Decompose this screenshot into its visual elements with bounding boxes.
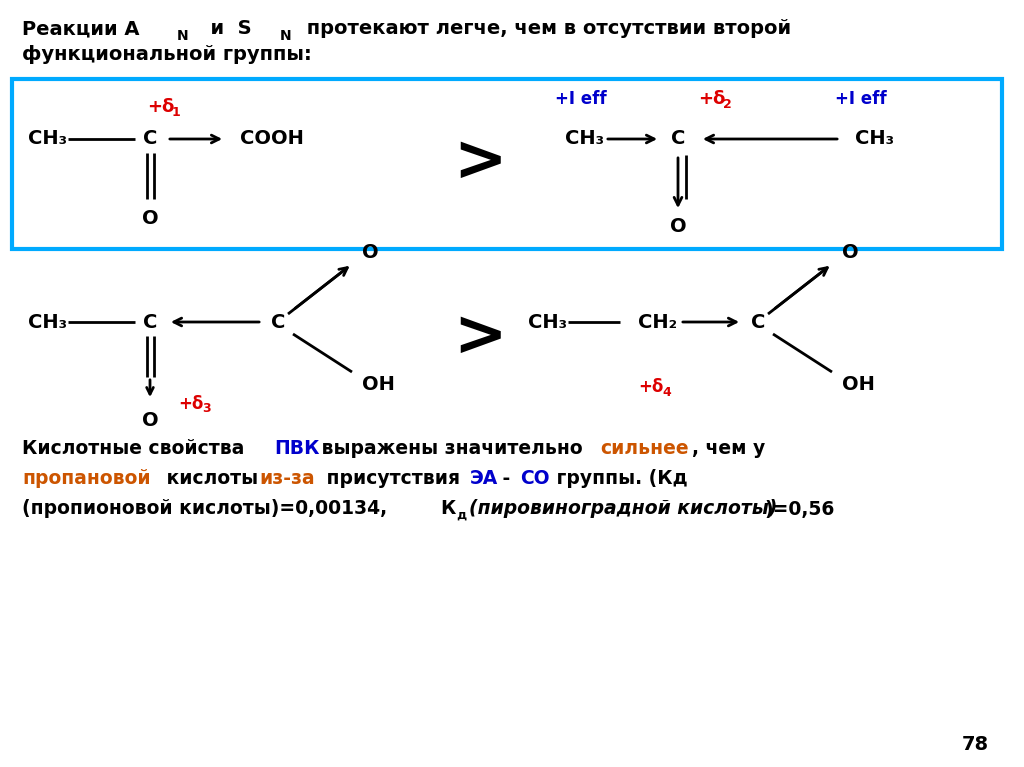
Text: 2: 2 [723, 98, 732, 111]
Text: 4: 4 [662, 386, 671, 399]
Text: CH₂: CH₂ [638, 312, 677, 331]
Text: +δ: +δ [698, 90, 725, 108]
Text: C: C [751, 312, 765, 331]
Text: >: > [454, 131, 507, 193]
Text: 78: 78 [962, 736, 988, 755]
Text: )=0,56: )=0,56 [764, 499, 835, 518]
Text: сильнее: сильнее [600, 439, 688, 459]
Text: протекают легче, чем в отсутствии второй: протекают легче, чем в отсутствии второй [300, 19, 792, 38]
Text: C: C [671, 130, 685, 149]
Text: функциональной группы:: функциональной группы: [22, 45, 311, 64]
Text: кислоты: кислоты [160, 469, 264, 489]
Text: COOH: COOH [240, 130, 304, 149]
Text: Кислотные свойства: Кислотные свойства [22, 439, 251, 459]
Text: +I eff: +I eff [555, 90, 606, 108]
Text: Реакции А: Реакции А [22, 19, 139, 38]
Text: CH₃: CH₃ [528, 312, 567, 331]
Text: 1: 1 [172, 106, 181, 118]
Text: К: К [440, 499, 456, 518]
Text: C: C [142, 312, 158, 331]
Text: и  S: и S [197, 19, 252, 38]
Text: OH: OH [362, 374, 395, 393]
Text: 3: 3 [202, 403, 211, 416]
Text: группы. (Кд: группы. (Кд [550, 469, 688, 489]
Text: O: O [842, 242, 859, 262]
Text: CH₃: CH₃ [855, 130, 894, 149]
Text: выражены значительно: выражены значительно [315, 439, 589, 459]
Text: ПВК: ПВК [274, 439, 319, 459]
Text: ЭА: ЭА [470, 469, 499, 489]
Text: N: N [177, 29, 188, 43]
Text: +δ: +δ [178, 395, 204, 413]
Text: +δ: +δ [147, 98, 174, 116]
Text: O: O [362, 242, 379, 262]
Text: +I eff: +I eff [835, 90, 887, 108]
Text: CH₃: CH₃ [565, 130, 604, 149]
Text: пропановой: пропановой [22, 469, 151, 489]
Text: C: C [270, 312, 286, 331]
Text: O: O [141, 410, 159, 430]
Text: +δ: +δ [638, 378, 664, 396]
Text: , чем у: , чем у [692, 439, 765, 459]
Text: (пропионовой кислоты)=0,00134,: (пропионовой кислоты)=0,00134, [22, 499, 393, 518]
Text: д: д [456, 509, 466, 522]
Text: -: - [496, 469, 517, 489]
Text: N: N [280, 29, 292, 43]
Text: СО: СО [520, 469, 550, 489]
Text: >: > [454, 306, 507, 368]
Text: O: O [141, 209, 159, 229]
Text: присутствия: присутствия [319, 469, 467, 489]
Bar [12, 79, 1002, 249]
Text: CH₃: CH₃ [28, 312, 67, 331]
Text: C: C [142, 130, 158, 149]
Text: из-за: из-за [259, 469, 314, 489]
Text: O: O [670, 218, 686, 236]
Text: (пировиноградной кислоты): (пировиноградной кислоты) [469, 499, 777, 518]
Text: CH₃: CH₃ [28, 130, 67, 149]
Text: OH: OH [842, 374, 874, 393]
